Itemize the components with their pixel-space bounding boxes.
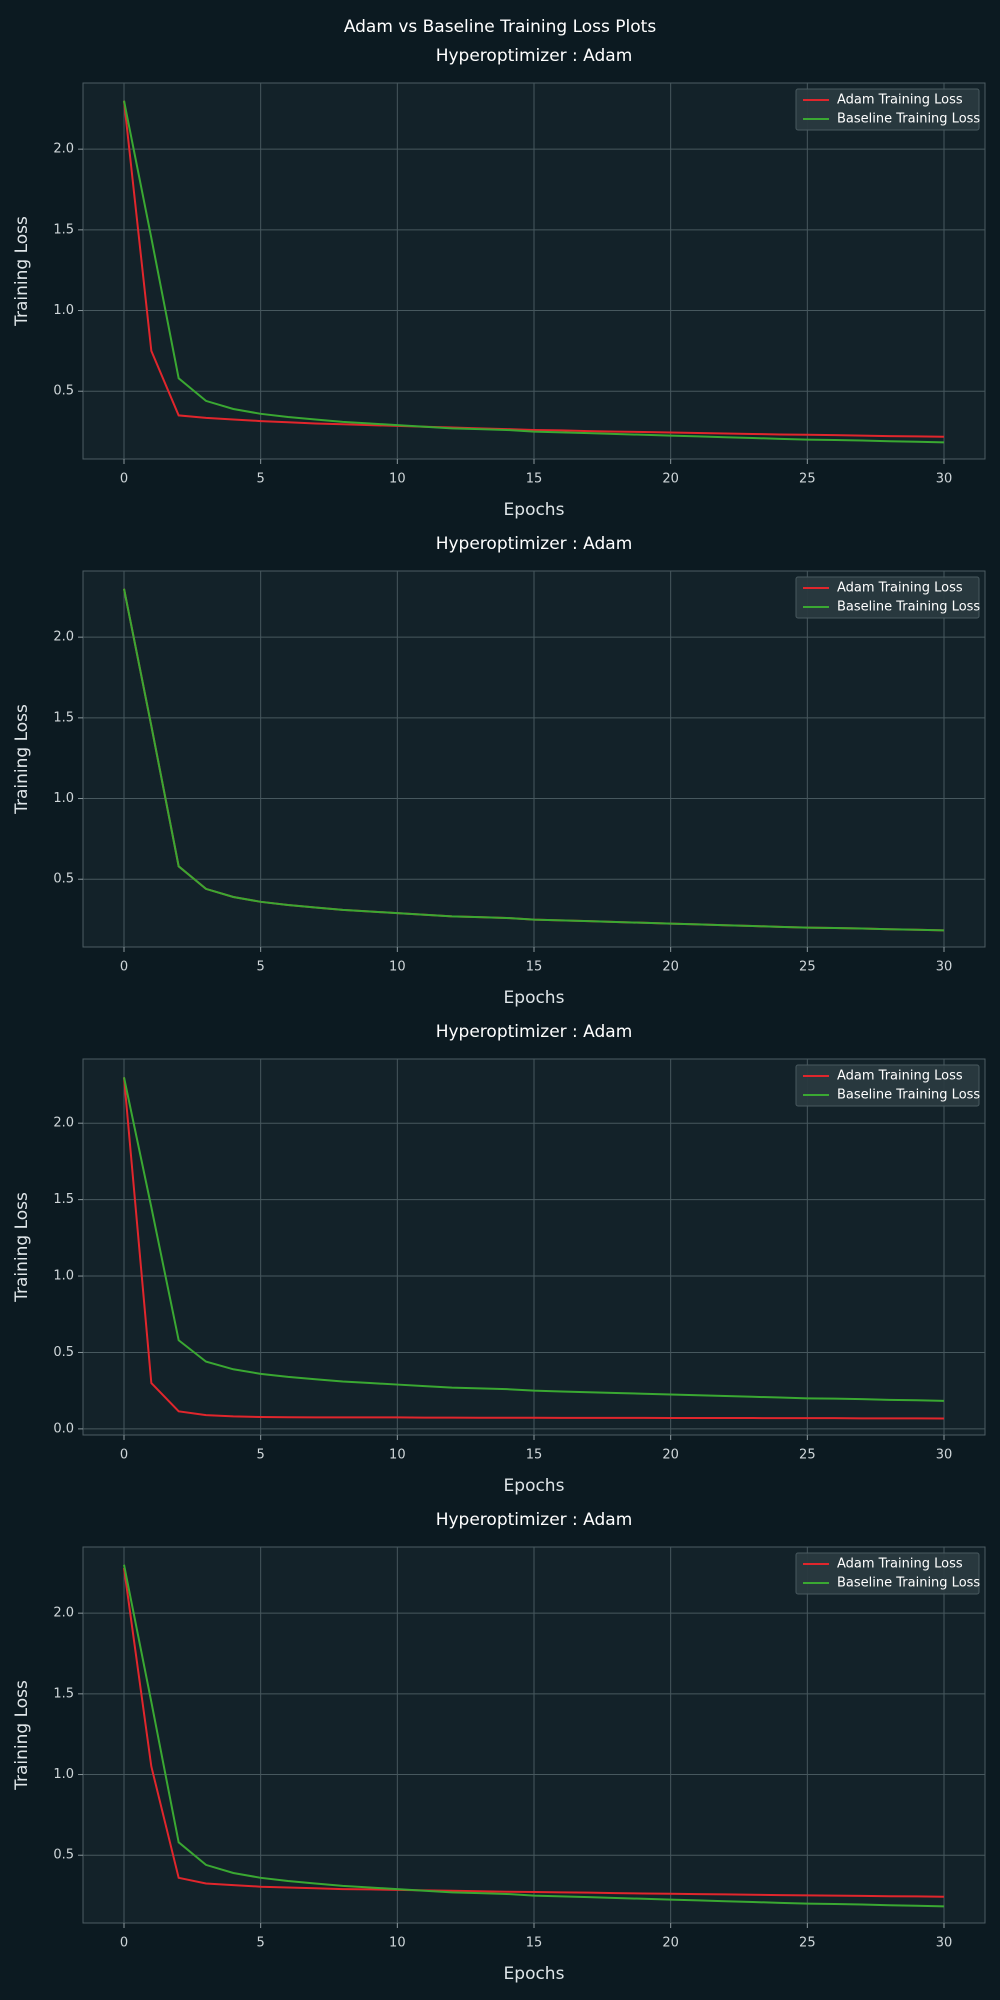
x-tick-label: 20: [662, 1448, 679, 1463]
y-tick-label: 1.0: [53, 303, 74, 318]
legend-label: Baseline Training Loss: [837, 112, 980, 127]
y-tick-label: 1.5: [53, 1192, 74, 1207]
x-tick-label: 15: [526, 960, 543, 975]
chart-title: Hyperoptimizer : Adam: [436, 46, 633, 66]
x-tick-label: 15: [526, 472, 543, 487]
legend-label: Adam Training Loss: [837, 1069, 963, 1084]
y-tick-label: 0.0: [53, 1421, 74, 1436]
line-series: [123, 1077, 945, 1402]
x-tick-label: 20: [662, 960, 679, 975]
x-tick-label: 10: [389, 1936, 406, 1951]
legend-label: Adam Training Loss: [837, 581, 963, 596]
x-tick-label: 25: [799, 1448, 816, 1463]
x-tick-label: 5: [257, 1448, 265, 1463]
legend-label: Baseline Training Loss: [837, 600, 980, 615]
y-tick-label: 2.0: [53, 630, 74, 645]
line-series: [123, 1564, 945, 1908]
x-tick-label: 15: [526, 1448, 543, 1463]
x-tick-label: 0: [120, 1448, 128, 1463]
chart-title: Hyperoptimizer : Adam: [436, 1510, 633, 1530]
legend-label: Baseline Training Loss: [837, 1088, 980, 1103]
x-tick-label: 10: [389, 1448, 406, 1463]
x-axis-label: Epochs: [504, 1964, 565, 1984]
x-tick-label: 30: [936, 1448, 953, 1463]
y-tick-label: 1.5: [53, 222, 74, 237]
x-tick-label: 10: [389, 960, 406, 975]
y-tick-label: 1.0: [53, 1269, 74, 1284]
y-tick-label: 0.5: [53, 384, 74, 399]
x-tick-label: 20: [662, 472, 679, 487]
legend-box: [795, 576, 980, 619]
chart-title: Hyperoptimizer : Adam: [436, 534, 633, 554]
y-tick-label: 0.5: [53, 1345, 74, 1360]
x-axis-label: Epochs: [504, 1476, 565, 1496]
line-series: [123, 100, 945, 438]
chart-title: Hyperoptimizer : Adam: [436, 1022, 633, 1042]
legend-label: Adam Training Loss: [837, 1557, 963, 1572]
y-tick-label: 1.5: [53, 710, 74, 725]
x-tick-label: 30: [936, 960, 953, 975]
x-tick-label: 5: [257, 960, 265, 975]
x-tick-label: 25: [799, 472, 816, 487]
y-tick-label: 2.0: [53, 1606, 74, 1621]
line-series: [123, 100, 945, 444]
x-axis-label: Epochs: [504, 500, 565, 520]
line-series: [123, 588, 945, 932]
y-tick-label: 1.0: [53, 791, 74, 806]
x-tick-label: 0: [120, 960, 128, 975]
x-tick-label: 20: [662, 1936, 679, 1951]
line-series: [123, 1077, 945, 1420]
legend-box: [795, 88, 980, 131]
y-tick-label: 1.5: [53, 1686, 74, 1701]
x-tick-label: 30: [936, 1936, 953, 1951]
x-tick-label: 25: [799, 1936, 816, 1951]
y-axis-label: Training Loss: [12, 1680, 32, 1791]
y-axis-label: Training Loss: [12, 1192, 32, 1303]
line-series: [123, 1567, 945, 1898]
x-tick-label: 0: [120, 1936, 128, 1951]
legend-label: Adam Training Loss: [837, 93, 963, 108]
y-tick-label: 0.5: [53, 1848, 74, 1863]
y-tick-label: 2.0: [53, 1116, 74, 1131]
y-tick-label: 0.5: [53, 872, 74, 887]
legend-label: Baseline Training Loss: [837, 1576, 980, 1591]
y-axis-label: Training Loss: [12, 704, 32, 815]
y-tick-label: 2.0: [53, 142, 74, 157]
x-tick-label: 5: [257, 1936, 265, 1951]
x-axis-label: Epochs: [504, 988, 565, 1008]
y-axis-label: Training Loss: [12, 216, 32, 327]
x-tick-label: 15: [526, 1936, 543, 1951]
legend-box: [795, 1552, 980, 1595]
x-tick-label: 10: [389, 472, 406, 487]
x-tick-label: 5: [257, 472, 265, 487]
legend-box: [795, 1064, 980, 1107]
x-tick-label: 30: [936, 472, 953, 487]
x-tick-label: 0: [120, 472, 128, 487]
y-tick-label: 1.0: [53, 1767, 74, 1782]
suptitle: Adam vs Baseline Training Loss Plots: [344, 17, 657, 37]
x-tick-label: 25: [799, 960, 816, 975]
